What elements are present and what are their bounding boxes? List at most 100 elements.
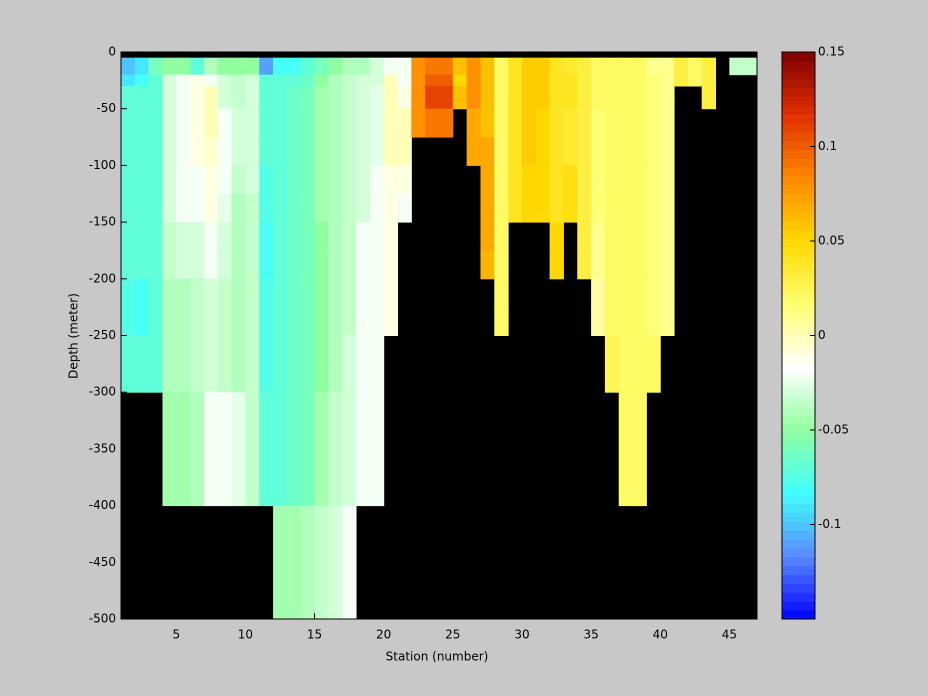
- heatmap-cell: [245, 363, 260, 393]
- heatmap-cell: [369, 86, 385, 110]
- heatmap-cell: [273, 222, 288, 251]
- heatmap-cell: [411, 86, 426, 110]
- heatmap-cell: [162, 165, 177, 195]
- colorbar-segment: [782, 388, 815, 399]
- heatmap-cell: [300, 108, 316, 138]
- heatmap-cell: [245, 307, 260, 336]
- heatmap-cell: [701, 57, 717, 76]
- heatmap-cell: [286, 250, 302, 280]
- heatmap-cell: [245, 278, 260, 308]
- colorbar-segment: [782, 149, 815, 159]
- heatmap-cell: [494, 307, 509, 336]
- heatmap-cell: [134, 57, 150, 76]
- heatmap-cell: [259, 193, 274, 223]
- heatmap-cell: [646, 222, 661, 251]
- heatmap-cell: [356, 222, 371, 251]
- heatmap-cell: [300, 222, 316, 251]
- colorbar-segment: [782, 140, 815, 150]
- heatmap-cell: [273, 335, 288, 365]
- colorbar-segment: [782, 176, 815, 186]
- heatmap-cell: [508, 165, 523, 195]
- heatmap-cell: [176, 307, 191, 336]
- heatmap-cell: [314, 335, 329, 365]
- heatmap-cell: [660, 165, 675, 195]
- colorbar-segment: [782, 114, 815, 124]
- heatmap-cell: [176, 193, 191, 223]
- heatmap-cell: [383, 222, 399, 251]
- heatmap-cell: [563, 57, 578, 76]
- heatmap-cell: [549, 74, 564, 87]
- heatmap-cell: [134, 278, 150, 308]
- y-tick-label: -50: [96, 101, 116, 115]
- heatmap-cell: [148, 74, 163, 87]
- heatmap-cell: [273, 307, 288, 336]
- heatmap-cell: [314, 363, 329, 393]
- heatmap-cell: [604, 307, 620, 336]
- heatmap-cell: [369, 108, 385, 138]
- colorbar-tick-label: 0.15: [818, 45, 845, 59]
- colorbar-segment: [782, 397, 815, 407]
- heatmap-cell: [660, 278, 675, 308]
- heatmap-cell: [369, 165, 385, 195]
- heatmap-cell: [369, 137, 385, 166]
- heatmap-cell: [217, 363, 233, 393]
- heatmap-cell: [397, 57, 412, 76]
- heatmap-cell: [646, 335, 661, 365]
- colorbar-segment: [782, 122, 815, 133]
- heatmap-cell: [369, 74, 385, 87]
- heatmap-cell: [231, 307, 246, 336]
- heatmap-cell: [439, 74, 454, 87]
- heatmap-cell: [604, 86, 620, 110]
- heatmap-cell: [314, 57, 329, 76]
- heatmap-cell: [245, 222, 260, 251]
- heatmap-cell: [273, 505, 288, 620]
- heatmap-cell: [245, 250, 260, 280]
- heatmap-cell: [176, 335, 191, 365]
- heatmap-cell: [369, 250, 385, 280]
- colorbar-segment: [782, 158, 815, 168]
- heatmap-cell: [300, 278, 316, 308]
- heatmap-cell: [245, 137, 260, 166]
- heatmap-cell: [508, 193, 523, 223]
- heatmap-cell: [176, 278, 191, 308]
- heatmap-cell: [618, 74, 634, 87]
- heatmap-cell: [300, 165, 316, 195]
- heatmap-cell: [245, 392, 260, 507]
- colorbar-segment: [782, 308, 815, 319]
- heatmap-cell: [549, 86, 564, 110]
- heatmap-cell: [300, 86, 316, 110]
- heatmap-cell: [342, 222, 357, 251]
- heatmap-cell: [203, 108, 219, 138]
- heatmap-cell: [342, 57, 357, 76]
- heatmap-cell: [439, 108, 454, 138]
- heatmap-cell: [632, 193, 647, 223]
- heatmap-cell: [259, 222, 274, 251]
- heatmap-cell: [245, 57, 260, 76]
- heatmap-cell: [342, 250, 357, 280]
- colorbar-segment: [782, 459, 815, 469]
- heatmap-cell: [674, 74, 689, 87]
- colorbar-segment: [782, 211, 815, 221]
- heatmap-cell: [190, 392, 205, 507]
- heatmap-cell: [646, 108, 661, 138]
- heatmap-cell: [369, 392, 385, 507]
- heatmap-cell: [217, 222, 233, 251]
- heatmap-cell: [521, 165, 537, 195]
- colorbar-segment: [782, 530, 815, 540]
- heatmap-cell: [314, 222, 329, 251]
- colorbar-segment: [782, 344, 815, 354]
- heatmap-cell: [300, 307, 316, 336]
- heatmap-cell: [563, 193, 578, 223]
- heatmap-cell: [342, 74, 357, 87]
- heatmap-cell: [494, 57, 509, 76]
- heatmap-cell: [134, 74, 150, 87]
- heatmap-cell: [618, 335, 634, 365]
- heatmap-cell: [383, 193, 399, 223]
- heatmap-cell: [217, 86, 233, 110]
- heatmap-cell: [604, 250, 620, 280]
- heatmap-cell: [231, 74, 246, 87]
- heatmap-cell: [383, 57, 399, 76]
- y-tick-label: -350: [89, 441, 116, 455]
- heatmap-cell: [190, 86, 205, 110]
- heatmap-cell: [176, 250, 191, 280]
